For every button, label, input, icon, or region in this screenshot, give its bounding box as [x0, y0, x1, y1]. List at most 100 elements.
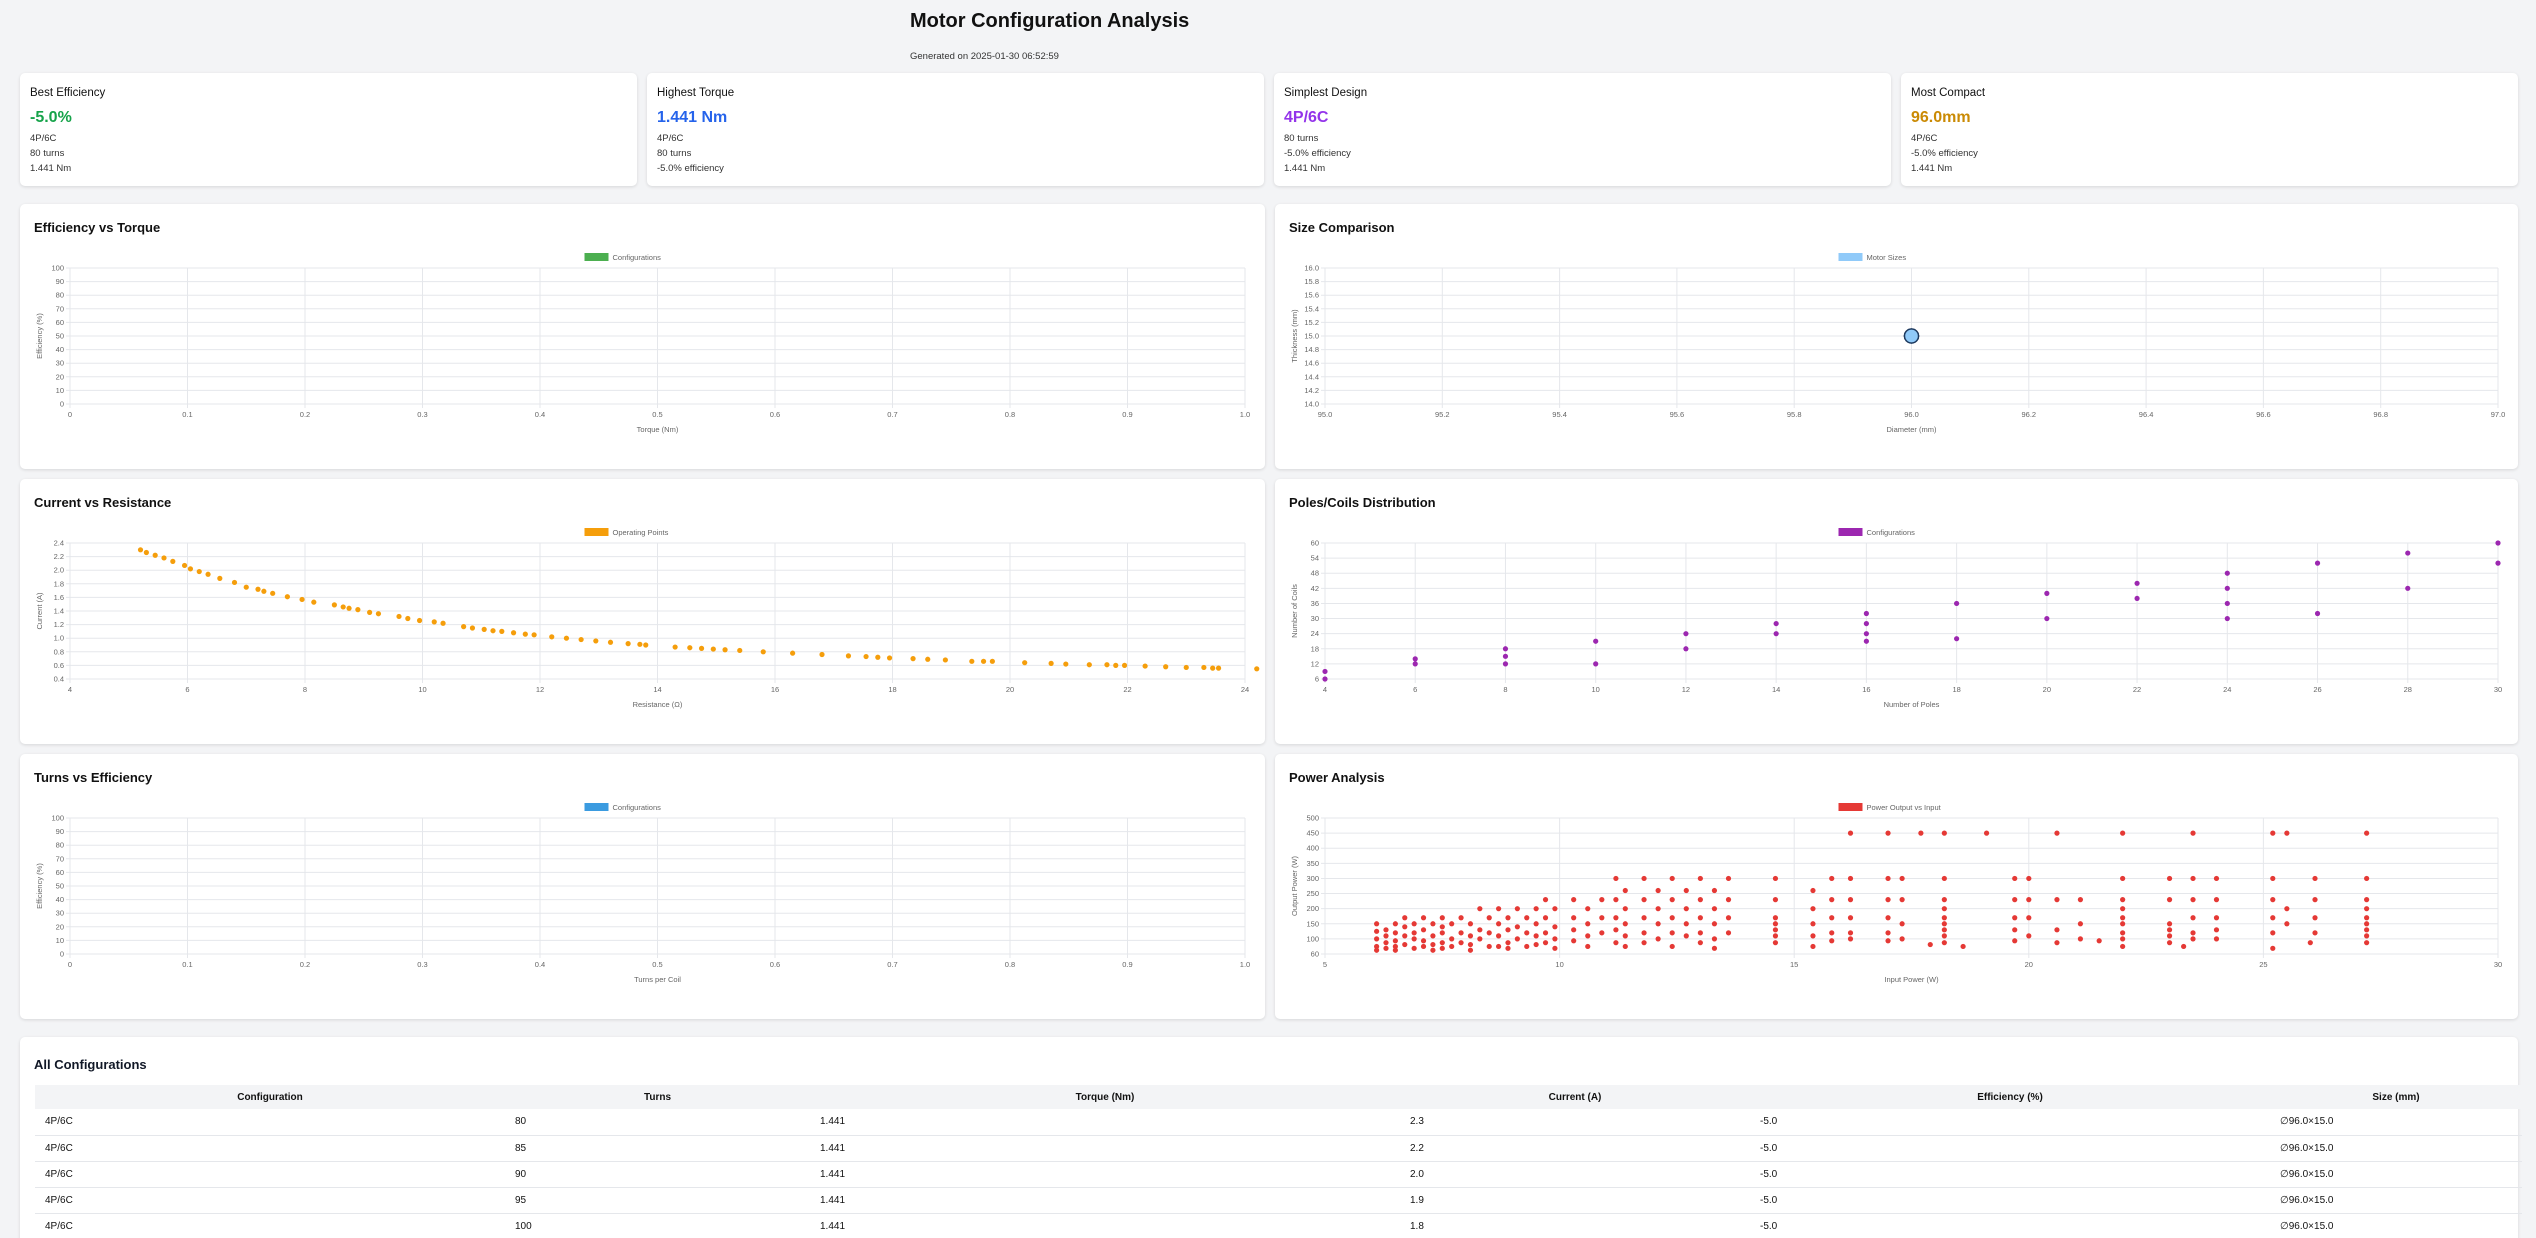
y-tick-label: 2.2	[54, 552, 64, 561]
data-point	[531, 632, 537, 638]
x-tick-label: 8	[303, 685, 307, 694]
column-header[interactable]: Efficiency (%)	[1750, 1085, 2270, 1109]
data-point	[2166, 927, 2173, 933]
chart-card-size-comparison: Size Comparison Motor Sizes 95.0 95.2 95.4 9…	[1275, 204, 2518, 469]
data-point	[1885, 875, 1891, 882]
data-point	[1412, 661, 1418, 667]
data-point	[1847, 897, 1854, 903]
x-tick-label: 14	[653, 685, 661, 694]
data-point	[2166, 875, 2173, 882]
data-point	[2213, 875, 2220, 882]
data-point	[1885, 938, 1891, 944]
x-tick-label: 22	[2133, 685, 2141, 694]
data-point	[1683, 646, 1689, 652]
data-point	[989, 658, 995, 664]
x-tick-label: 1.0	[1240, 960, 1250, 969]
x-tick-label: 30	[2494, 685, 2502, 694]
x-tick-label: 24	[2223, 685, 2231, 694]
data-point	[1524, 943, 1530, 950]
data-point	[1552, 906, 1558, 912]
x-tick-label: 20	[1006, 685, 1014, 694]
column-header[interactable]: Size (mm)	[2270, 1085, 2522, 1109]
data-point	[1374, 936, 1380, 942]
y-tick-label: 1.6	[54, 593, 64, 602]
data-point	[490, 628, 496, 634]
y-tick-label: 250	[1306, 889, 1319, 898]
data-point	[886, 655, 893, 661]
data-point	[1430, 941, 1436, 948]
data-point	[1711, 936, 1718, 942]
column-header[interactable]: Turns	[505, 1085, 810, 1109]
data-point	[1392, 921, 1398, 927]
x-tick-label: 22	[1123, 685, 1131, 694]
configurations-table: Configuration Turns Torque (Nm) Current …	[35, 1085, 2522, 1238]
data-point	[1514, 936, 1520, 942]
y-tick-label: 0.8	[54, 647, 64, 656]
y-tick-label: 30	[56, 909, 64, 918]
legend-label: Configurations	[613, 803, 662, 812]
data-point	[2166, 933, 2173, 939]
data-point	[1439, 930, 1445, 936]
x-tick-label: 24	[1241, 685, 1249, 694]
data-point	[2364, 940, 2370, 946]
table-cell: 1.441	[810, 1213, 1400, 1238]
data-point	[1885, 830, 1891, 836]
x-tick-label: 0.1	[182, 410, 192, 419]
data-point	[1683, 887, 1689, 894]
x-tick-label: 0.8	[1005, 960, 1015, 969]
data-point	[1496, 921, 1502, 927]
data-point	[1142, 663, 1148, 669]
data-point	[1420, 915, 1427, 921]
data-point	[1599, 915, 1605, 921]
y-tick-label: 14.6	[1304, 359, 1319, 368]
x-tick-label: 1.0	[1240, 410, 1250, 419]
data-point	[1885, 930, 1891, 936]
y-tick-label: 0.6	[54, 661, 64, 670]
data-point	[1411, 921, 1417, 927]
data-point	[1374, 943, 1380, 950]
legend-swatch	[584, 253, 609, 261]
y-tick-label: 14.0	[1304, 400, 1319, 409]
y-tick-label: 150	[1306, 919, 1319, 928]
x-tick-label: 12	[1682, 685, 1690, 694]
stat-line: -5.0% efficiency	[657, 163, 724, 174]
data-point	[1392, 930, 1398, 936]
data-point	[1599, 930, 1605, 936]
column-header[interactable]: Configuration	[35, 1085, 505, 1109]
table-cell: -5.0	[1750, 1109, 2270, 1136]
data-point	[2364, 906, 2370, 912]
x-tick-label: 26	[2313, 685, 2321, 694]
chart-title: Size Comparison	[1289, 220, 1395, 235]
y-tick-label: 14.8	[1304, 345, 1319, 354]
data-point	[1552, 936, 1558, 942]
x-tick-label: 6	[185, 685, 189, 694]
data-point	[1593, 638, 1599, 644]
table-row: 4P/6C 95 1.441 1.9 -5.0 ∅96.0×15.0	[35, 1187, 2522, 1214]
column-header[interactable]: Current (A)	[1400, 1085, 1750, 1109]
x-tick-label: 20	[2025, 960, 2033, 969]
data-point	[1927, 941, 1933, 948]
data-point	[1711, 906, 1718, 912]
x-tick-label: 0.7	[887, 960, 897, 969]
data-point	[1458, 930, 1464, 936]
data-point	[461, 624, 467, 630]
data-point	[2134, 595, 2140, 602]
data-point	[1552, 945, 1558, 951]
table-cell: 1.9	[1400, 1187, 1750, 1214]
data-point	[737, 647, 743, 654]
data-point	[1941, 940, 1947, 946]
data-point	[1542, 897, 1549, 903]
data-point	[1402, 941, 1408, 948]
y-tick-label: 2.4	[54, 539, 64, 548]
y-tick-label: 400	[1306, 844, 1319, 853]
data-point	[1585, 933, 1591, 939]
data-point	[1201, 664, 1207, 671]
table-cell: 4P/6C	[35, 1135, 505, 1162]
table-cell: ∅96.0×15.0	[2270, 1109, 2522, 1136]
data-point	[2270, 945, 2276, 951]
data-point	[1655, 887, 1661, 894]
data-point	[1383, 945, 1389, 951]
data-point	[863, 653, 869, 660]
y-tick-label: 70	[56, 854, 64, 863]
column-header[interactable]: Torque (Nm)	[810, 1085, 1400, 1109]
